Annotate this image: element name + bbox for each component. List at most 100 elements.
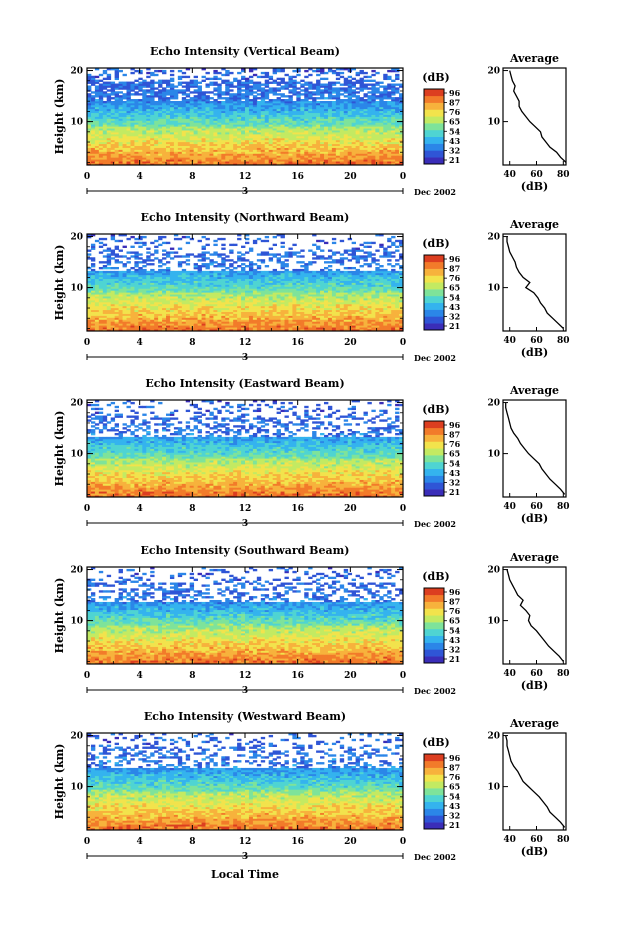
heatmap-cell xyxy=(260,159,266,162)
heatmap-cell xyxy=(150,301,155,305)
heatmap-cell xyxy=(327,85,333,88)
heatmap-cell xyxy=(98,120,104,123)
heatmap-cell xyxy=(162,135,167,139)
heatmap-cell xyxy=(288,130,293,133)
heatmap-cell xyxy=(162,323,167,326)
heatmap-cell xyxy=(387,132,392,135)
heatmap-cell xyxy=(252,149,258,152)
heatmap-cell xyxy=(114,106,119,110)
heatmap-cell xyxy=(284,327,289,330)
heatmap-cell xyxy=(181,75,187,79)
heatmap-cell xyxy=(217,159,222,162)
heatmap-cell xyxy=(130,104,135,108)
heatmap-cell xyxy=(118,124,123,127)
heatmap-cell xyxy=(94,100,100,104)
heatmap-cell xyxy=(395,122,400,125)
heatmap-cell xyxy=(154,161,159,164)
heatmap-cell xyxy=(102,141,108,145)
heatmap-cell xyxy=(177,132,183,135)
colorbar-swatch xyxy=(424,136,444,144)
heatmap-cell xyxy=(339,130,345,133)
heatmap-cell xyxy=(233,135,238,139)
heatmap-cell xyxy=(193,124,198,127)
heatmap-cell xyxy=(173,104,179,108)
heatmap-cell xyxy=(106,77,112,81)
heatmap-cell xyxy=(276,77,281,81)
heatmap-cell xyxy=(166,149,171,152)
heatmap-cell xyxy=(138,161,143,164)
heatmap-cell xyxy=(126,151,131,154)
heatmap-cell xyxy=(260,307,266,311)
heatmap-cell xyxy=(359,118,364,121)
heatmap-cell xyxy=(162,133,167,137)
heatmap-cell xyxy=(122,313,127,316)
heatmap-cell xyxy=(347,116,353,119)
heatmap-cell xyxy=(229,298,234,301)
heatmap-cell xyxy=(371,100,376,104)
heatmap-cell xyxy=(201,163,206,166)
heatmap-cell xyxy=(181,301,187,305)
heatmap-cell xyxy=(316,132,321,135)
heatmap-cell xyxy=(233,139,238,143)
heatmap-cell xyxy=(331,81,337,84)
heatmap-cell xyxy=(391,116,396,119)
heatmap-cell xyxy=(339,305,345,309)
heatmap-cell xyxy=(312,110,317,114)
heatmap-cell xyxy=(87,303,92,307)
heatmap-cell xyxy=(158,307,163,311)
heatmap-cell xyxy=(296,130,301,133)
heatmap-cell xyxy=(355,110,360,114)
heatmap-cell xyxy=(245,118,250,121)
heatmap-cell xyxy=(169,114,175,117)
heatmap-cell xyxy=(102,327,108,330)
heatmap-cell xyxy=(166,112,171,115)
heatmap-cell xyxy=(292,319,297,322)
heatmap-cell xyxy=(154,327,159,330)
heatmap-cell xyxy=(94,112,100,115)
heatmap-cell xyxy=(233,100,238,104)
heatmap-cell xyxy=(387,315,392,318)
heatmap-cell xyxy=(351,81,356,84)
heatmap-cell xyxy=(142,116,147,119)
heatmap-cell xyxy=(118,159,123,162)
heatmap-cell xyxy=(391,100,396,104)
heatmap-cell xyxy=(237,79,242,82)
heatmap-cell xyxy=(316,87,321,90)
heatmap-cell xyxy=(316,128,321,131)
heatmap-cell xyxy=(300,120,305,123)
heatmap-cell xyxy=(173,93,179,96)
heatmap-cell xyxy=(229,110,234,114)
heatmap-cell xyxy=(399,321,404,324)
heatmap-cell xyxy=(248,299,254,303)
heatmap-cell xyxy=(134,130,139,133)
heatmap-cell xyxy=(209,135,214,139)
heatmap-cell xyxy=(225,305,230,309)
heatmap-cell xyxy=(201,145,206,148)
heatmap-cells xyxy=(87,68,404,166)
heatmap-cell xyxy=(347,301,353,305)
heatmap-cell xyxy=(363,104,368,108)
heatmap-cell xyxy=(98,325,104,328)
heatmap-cell xyxy=(288,329,293,332)
heatmap-cell xyxy=(213,133,218,137)
heatmap-cell xyxy=(363,155,368,158)
heatmap-cell xyxy=(201,102,206,106)
heatmap-cell xyxy=(181,128,187,131)
heatmap-cell xyxy=(225,137,230,141)
heatmap-cell xyxy=(387,329,392,332)
heatmap-cell xyxy=(237,325,242,328)
heatmap-cell xyxy=(94,95,100,98)
heatmap-cell xyxy=(331,120,337,123)
heatmap-cell xyxy=(256,161,262,164)
heatmap-cell xyxy=(327,97,333,100)
heatmap-cell xyxy=(335,110,341,114)
heatmap-cell xyxy=(363,128,368,131)
heatmap-cell xyxy=(399,114,404,117)
heatmap-cell xyxy=(339,116,345,119)
heatmap-cell xyxy=(169,137,175,141)
heatmap-cell xyxy=(102,139,108,143)
heatmap-cell xyxy=(130,299,135,303)
heatmap-cell xyxy=(181,104,187,108)
heatmap-cell xyxy=(122,116,127,119)
heatmap-cell xyxy=(272,301,277,305)
